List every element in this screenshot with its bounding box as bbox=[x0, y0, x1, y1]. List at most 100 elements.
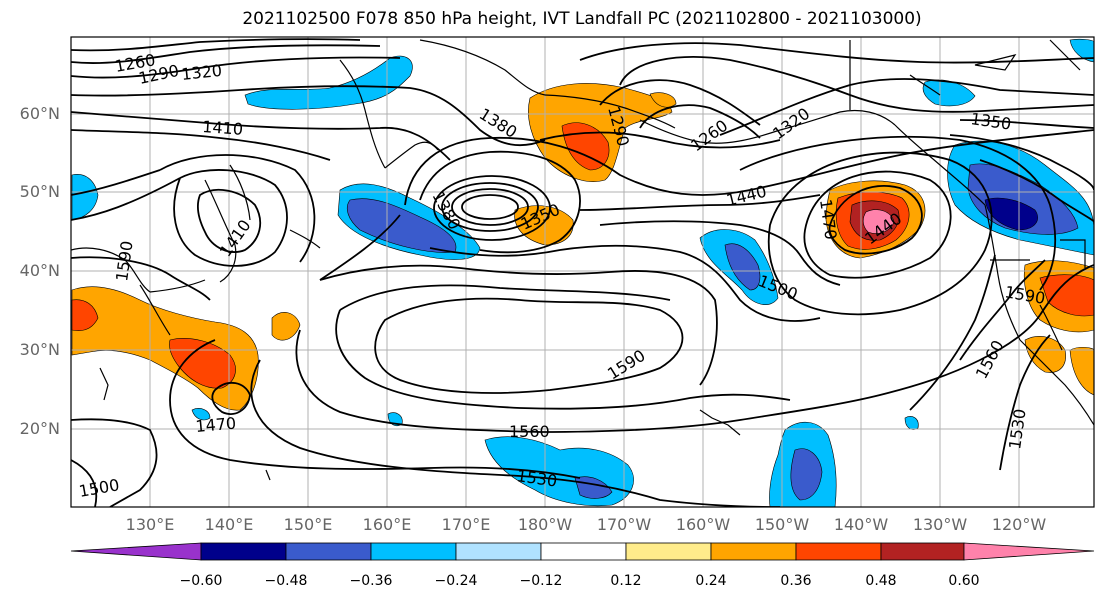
height-contour bbox=[159, 154, 316, 263]
height-contour bbox=[71, 85, 546, 147]
ivt-positive-region bbox=[71, 299, 99, 331]
height-contour bbox=[429, 244, 821, 322]
coastline bbox=[699, 409, 741, 436]
lon-label: 170°W bbox=[596, 515, 652, 534]
height-contour bbox=[619, 56, 1094, 113]
colorbar-tick-label: −0.36 bbox=[349, 573, 393, 589]
colorbar-swatch bbox=[880, 542, 965, 561]
height-contour bbox=[599, 79, 761, 126]
colorbar-tick-label: 0.12 bbox=[610, 573, 642, 589]
coastline bbox=[639, 119, 781, 144]
colorbar-swatch bbox=[540, 542, 627, 561]
coastlines bbox=[71, 39, 1094, 481]
coastline bbox=[139, 284, 171, 336]
lat-label: 60°N bbox=[19, 104, 60, 123]
height-contour bbox=[539, 131, 781, 149]
ivt-positive-region bbox=[649, 92, 677, 108]
contour-label: 1320 bbox=[180, 61, 222, 84]
colorbar-tick-label: 0.60 bbox=[948, 573, 980, 589]
ivt-negative-region bbox=[984, 197, 1038, 231]
height-contour bbox=[828, 184, 923, 255]
ivt-positive-region bbox=[1069, 346, 1094, 396]
lon-label: 140°E bbox=[204, 515, 254, 534]
height-contour bbox=[1039, 264, 1094, 316]
height-contour bbox=[767, 151, 993, 316]
ivt-negative-region bbox=[244, 55, 413, 110]
height-contour bbox=[319, 214, 401, 281]
colorbar-swatch bbox=[795, 542, 882, 561]
coastline bbox=[984, 204, 1021, 341]
coastline bbox=[339, 59, 386, 169]
lon-label: 120°W bbox=[991, 515, 1047, 534]
height-contours bbox=[71, 38, 1094, 507]
height-contour bbox=[739, 136, 1057, 291]
height-contour bbox=[71, 418, 158, 507]
colorbar-swatch bbox=[200, 542, 287, 561]
lat-label: 20°N bbox=[19, 419, 60, 438]
ivt-positive-region bbox=[862, 209, 895, 234]
colorbar-tick-label: −0.12 bbox=[519, 573, 563, 589]
colorbar-tick-label: −0.48 bbox=[264, 573, 308, 589]
height-contour bbox=[71, 129, 331, 161]
ivt-positive-region bbox=[514, 205, 574, 246]
height-contour bbox=[71, 44, 381, 64]
coastline bbox=[1049, 39, 1081, 71]
height-contour bbox=[979, 159, 1094, 223]
height-contour bbox=[404, 129, 1094, 206]
lon-label: 160°E bbox=[362, 515, 412, 534]
coastline bbox=[1060, 239, 1086, 268]
lon-label: 160°W bbox=[675, 515, 731, 534]
ivt-positive-region bbox=[169, 338, 236, 389]
coastline bbox=[1039, 304, 1063, 351]
lon-label: 150°E bbox=[283, 515, 333, 534]
height-contour bbox=[719, 78, 1094, 136]
height-contour bbox=[959, 259, 1046, 361]
lon-label: 130°W bbox=[912, 515, 968, 534]
height-contour bbox=[803, 170, 952, 279]
coastline bbox=[289, 229, 321, 249]
height-contour bbox=[949, 134, 1094, 191]
coastline bbox=[99, 367, 109, 401]
ivt-positive-region bbox=[271, 312, 301, 341]
height-contour bbox=[71, 256, 211, 301]
height-contour bbox=[579, 42, 1094, 64]
colorbar-tick-label: 0.48 bbox=[865, 573, 897, 589]
height-contour bbox=[71, 56, 401, 79]
coastline bbox=[265, 469, 271, 481]
coastline bbox=[419, 39, 546, 96]
colorbar-tick-label: −0.24 bbox=[434, 573, 478, 589]
lat-label: 50°N bbox=[19, 182, 60, 201]
lon-label: 170°E bbox=[441, 515, 491, 534]
contour-label: 1410 bbox=[202, 117, 244, 139]
height-contour bbox=[197, 188, 262, 253]
colorbar-tick-label: −0.60 bbox=[179, 573, 223, 589]
height-contour bbox=[250, 359, 781, 507]
lat-label: 40°N bbox=[19, 261, 60, 280]
height-contour bbox=[374, 297, 684, 394]
ivt-negative-region bbox=[790, 448, 823, 501]
colorbar-swatch bbox=[70, 542, 202, 561]
colorbar-tick-label: 0.24 bbox=[695, 573, 727, 589]
height-contour bbox=[295, 314, 1041, 433]
height-contour bbox=[419, 150, 581, 254]
height-contour bbox=[71, 169, 161, 196]
height-contour bbox=[461, 194, 519, 220]
height-contour bbox=[433, 175, 551, 241]
height-contour bbox=[169, 339, 581, 479]
contour-label: 1470 bbox=[195, 414, 237, 436]
height-contour bbox=[71, 111, 451, 161]
ivt-negative-region bbox=[191, 408, 211, 421]
coastline bbox=[779, 109, 896, 131]
coastline bbox=[229, 164, 251, 221]
height-contour bbox=[71, 38, 361, 52]
colorbar-swatch bbox=[710, 542, 797, 561]
height-contour bbox=[319, 264, 718, 386]
colorbar-swatch bbox=[455, 542, 542, 561]
lat-label: 30°N bbox=[19, 340, 60, 359]
map-title: 2021102500 F078 850 hPa height, IVT Land… bbox=[242, 9, 922, 29]
height-contour bbox=[959, 119, 1094, 129]
lon-label: 150°W bbox=[754, 515, 810, 534]
height-contour bbox=[909, 254, 996, 411]
ivt-positive-region bbox=[1039, 274, 1094, 317]
